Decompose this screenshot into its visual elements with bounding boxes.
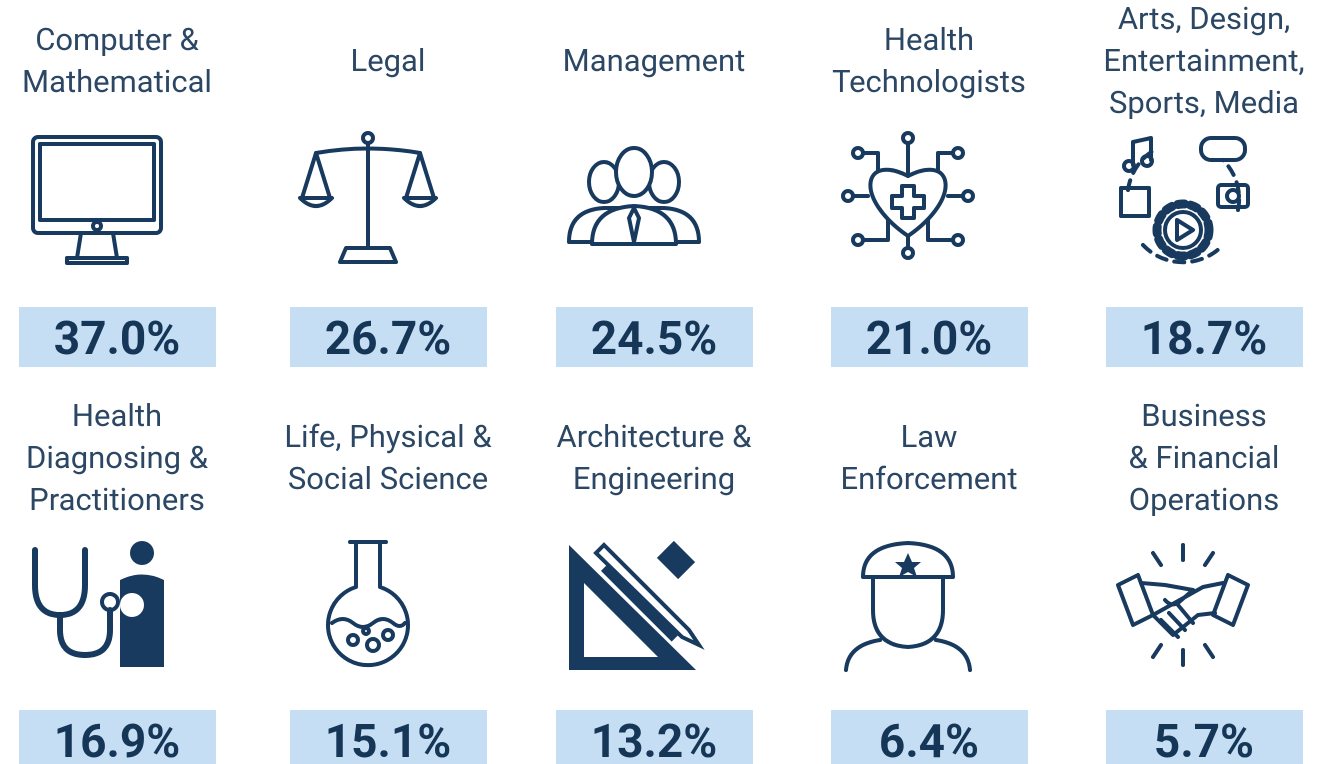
category-label: Practitioners [29,481,205,518]
management-icon [567,146,701,246]
flask-icon [326,540,410,668]
value-box [556,710,753,764]
police-icon [844,541,972,672]
value-box [831,307,1028,367]
value-box [1106,710,1303,764]
category-label: Technologists [832,63,1026,100]
category-label: Arts, Design, [1118,0,1290,37]
category-label: Law [901,418,958,455]
category-label: Entertainment, [1103,42,1304,79]
value-box [556,307,753,367]
category-label: Computer & [35,21,199,58]
arts-media-icon [1119,136,1250,265]
category-label: Health [884,21,974,58]
handshake-icon [1116,543,1250,667]
value-text: 37.0% [54,312,181,366]
category-label: Enforcement [841,460,1018,497]
value-box [19,710,216,764]
value-text: 26.7% [325,312,452,366]
value-box [290,710,487,764]
category-label: Engineering [573,460,735,497]
category-label: Social Science [288,460,488,497]
ruler-pencil-icon [569,540,705,670]
value-text: 18.7% [1141,312,1268,366]
value-text: 5.7% [1154,715,1254,764]
value-text: 13.2% [591,715,718,764]
value-box [290,307,487,367]
value-box [1106,307,1303,367]
category-label: Life, Physical & [284,418,492,455]
value-text: 21.0% [866,312,993,366]
value-text: 16.9% [54,715,181,764]
category-label: Legal [351,42,426,79]
value-box [831,710,1028,764]
heart-circuit-icon [841,131,975,260]
category-label: Sports, Media [1109,84,1299,121]
category-label: Operations [1129,481,1279,518]
value-box [19,307,216,367]
value-text: 6.4% [879,715,979,764]
category-label: Management [563,42,746,79]
stethoscope-icon [32,541,164,667]
category-label: Health [72,397,162,434]
category-label: Business [1141,397,1267,434]
value-text: 24.5% [591,312,718,366]
value-text: 15.1% [325,715,452,764]
computer-icon [31,135,163,265]
category-label: Architecture & [557,418,753,455]
category-label: Diagnosing & [26,439,209,476]
category-label: Mathematical [22,63,212,100]
scale-icon [298,131,438,264]
category-label: & Financial [1129,439,1280,476]
